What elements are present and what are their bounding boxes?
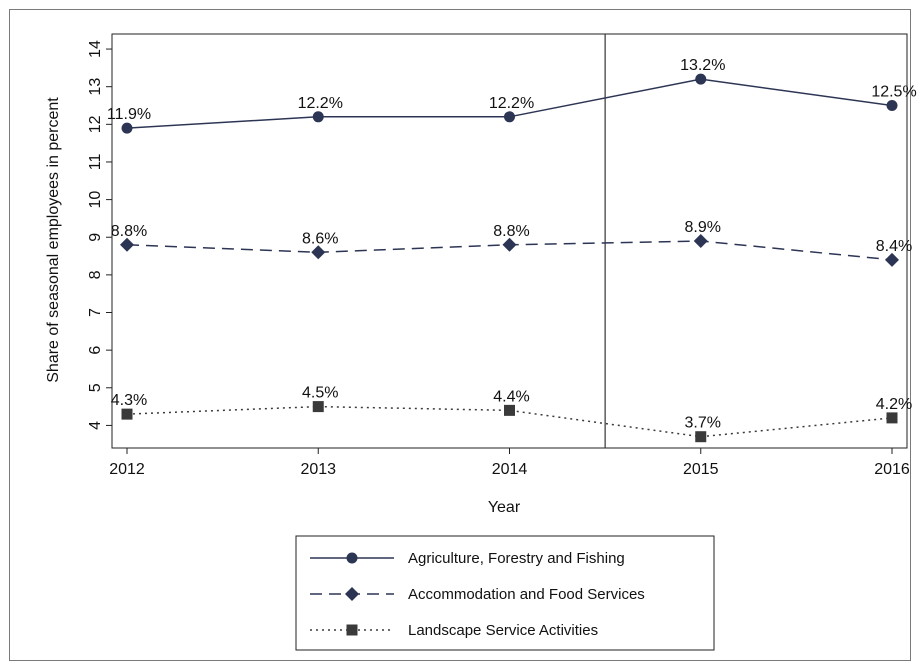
legend-marker [346, 624, 358, 636]
legend-label: Agriculture, Forestry and Fishing [408, 550, 625, 567]
data-labels: 11.9% 12.2% 12.2% 13.2% 12.5% 8.8% 8.6% 8.8% 8.9… [107, 57, 917, 432]
data-point [312, 401, 324, 413]
y-tick-label: 12 [87, 115, 104, 133]
data-label: 8.8% [493, 223, 529, 240]
data-label: 8.8% [111, 223, 147, 240]
y-tick-label: 5 [87, 383, 104, 392]
data-point [885, 252, 899, 267]
data-label: 12.2% [489, 95, 534, 112]
legend-label: Landscape Service Activities [408, 622, 598, 639]
data-point [504, 404, 515, 416]
y-tick-label: 9 [87, 233, 104, 242]
y-tick-label: 8 [87, 270, 104, 279]
x-tick-label: 2016 [874, 461, 910, 478]
data-point [695, 431, 707, 443]
x-tick-label: 2014 [492, 461, 528, 478]
data-point [120, 237, 134, 252]
x-tick-label: 2013 [300, 461, 336, 478]
y-tick-label: 13 [87, 78, 104, 96]
data-label: 4.2% [876, 396, 912, 413]
data-label: 3.7% [685, 415, 721, 432]
y-tick-label: 10 [87, 191, 104, 209]
data-point [121, 122, 133, 134]
data-label: 4.3% [111, 392, 147, 409]
data-point [311, 245, 326, 260]
series-line-2 [126, 405, 893, 438]
data-label: 8.4% [876, 238, 912, 255]
legend-marker [346, 552, 358, 564]
axes: 4 5 6 7 8 9 10 11 12 13 14 2012 2013 2014 2015 2016 [87, 33, 910, 478]
x-tick-label: 2012 [109, 461, 145, 478]
data-label: 8.6% [302, 230, 338, 247]
data-label: 4.4% [493, 388, 529, 405]
legend-label: Accommodation and Food Services [408, 586, 645, 603]
y-tick-label: 14 [87, 40, 104, 58]
data-point [693, 234, 708, 248]
data-label: 4.5% [302, 385, 338, 402]
legend-box [295, 535, 715, 651]
x-axis-title: Year [488, 499, 521, 516]
y-tick-label: 4 [87, 421, 104, 430]
data-point [312, 111, 324, 123]
y-tick-label: 6 [87, 346, 104, 355]
x-tick-label: 2015 [683, 461, 719, 478]
legend-marker [345, 587, 359, 601]
data-label: 11.9% [107, 106, 151, 123]
data-label: 12.5% [871, 84, 916, 101]
data-point [695, 73, 707, 85]
data-label: 13.2% [680, 57, 725, 74]
y-tick-label: 11 [87, 154, 104, 171]
y-axis-title: Share of seasonal employees in percent [45, 97, 62, 383]
data-point [502, 237, 517, 252]
data-point [121, 408, 133, 420]
data-point [886, 412, 898, 424]
y-tick-label: 7 [87, 308, 104, 317]
data-point [504, 111, 515, 123]
data-label: 12.2% [298, 95, 343, 112]
data-label: 8.9% [685, 219, 721, 236]
data-point [886, 100, 898, 112]
series-layer [120, 73, 899, 443]
legend: Agriculture, Forestry and Fishing Accommo… [295, 535, 715, 651]
